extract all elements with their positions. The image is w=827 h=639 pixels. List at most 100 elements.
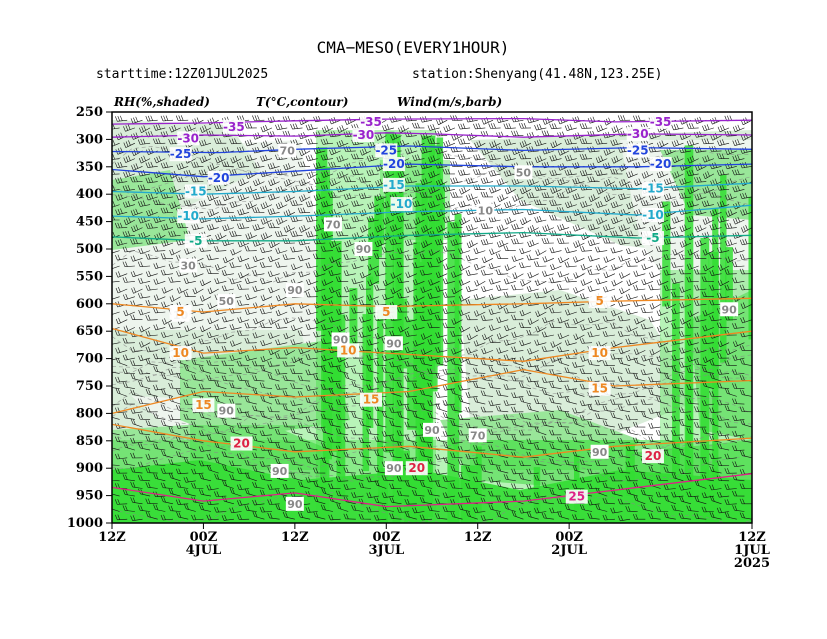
wind-barb: [732, 169, 745, 176]
wind-barb: [519, 247, 532, 255]
wind-barb: [381, 246, 394, 253]
y-tick-label: 650: [76, 324, 103, 339]
wind-barb: [404, 360, 417, 367]
wind-barb: [275, 261, 288, 268]
wind-barb: [519, 339, 532, 347]
wind-barb: [160, 482, 174, 489]
wind-barb: [267, 437, 280, 443]
wind-barb: [457, 338, 471, 345]
wind-barb: [724, 388, 737, 397]
temp-label-box: [375, 143, 398, 158]
wind-barb: [663, 331, 676, 338]
wind-barb: [161, 287, 174, 294]
wind-barb: [534, 155, 547, 163]
wind-barb: [587, 316, 600, 324]
wind-barb: [542, 178, 555, 186]
wind-barb: [389, 420, 402, 428]
wind-barb: [290, 339, 303, 345]
wind-barb: [145, 115, 158, 122]
wind-barb: [679, 449, 692, 459]
temperature-contour-label: -35: [650, 115, 672, 129]
wind-barb: [259, 474, 273, 482]
wind-barb: [716, 460, 730, 466]
wind-barb: [702, 217, 715, 225]
wind-barb: [686, 200, 699, 208]
temp-legend-label: T(°C,contour): [256, 95, 348, 109]
wind-barb: [671, 504, 684, 512]
wind-barb: [206, 223, 219, 231]
wind-barb: [434, 314, 448, 321]
wind-barb: [206, 268, 219, 274]
wind-barb: [419, 191, 433, 198]
wind-barb: [138, 216, 151, 224]
wind-barb: [381, 323, 394, 329]
wind-barb: [215, 155, 227, 164]
wind-barb: [610, 168, 623, 175]
wind-barb: [541, 377, 554, 383]
wind-barb: [112, 214, 120, 221]
wind-barb: [244, 459, 257, 466]
wind-barb: [602, 437, 615, 444]
wind-barb: [146, 208, 158, 217]
wind-barb: [488, 476, 501, 483]
wind-barb: [641, 155, 654, 163]
wind-barb: [214, 353, 227, 359]
wind-barb: [436, 256, 448, 264]
wind-barb: [122, 412, 135, 420]
wind-barb: [267, 332, 280, 339]
wind-barb: [489, 248, 501, 255]
y-tick-label: 750: [76, 379, 103, 394]
temp-label-box: [352, 128, 375, 143]
wind-barb: [290, 383, 303, 389]
wind-barb: [701, 200, 714, 207]
wind-barb: [549, 382, 562, 389]
wind-barb: [480, 390, 494, 397]
wind-barb: [573, 240, 585, 248]
wind-barb: [518, 199, 532, 206]
wind-barb: [717, 139, 730, 146]
wind-barb: [297, 407, 311, 414]
wind-barb: [740, 208, 752, 216]
wind-barb: [168, 441, 181, 451]
wind-barb: [351, 429, 364, 436]
wind-barb: [488, 445, 501, 451]
wind-barb: [191, 316, 204, 323]
wind-barb: [580, 279, 593, 286]
wind-barb: [427, 201, 440, 209]
wind-barb: [145, 314, 158, 321]
wind-barb: [145, 420, 158, 428]
wind-barb: [329, 147, 341, 156]
wind-barb: [618, 300, 631, 307]
wind-barb: [465, 453, 478, 460]
wind-barb: [611, 155, 623, 164]
wind-barb: [617, 423, 631, 429]
wind-barb: [404, 453, 417, 459]
wind-barb: [275, 123, 288, 131]
wind-barb: [161, 388, 174, 397]
wind-barb: [306, 340, 318, 348]
wind-barb: [404, 346, 417, 353]
wind-barb: [153, 170, 166, 178]
wind-barb: [480, 483, 494, 490]
temperature-contour-label: 10: [340, 343, 357, 357]
wind-barb: [671, 491, 684, 498]
wind-barb: [541, 468, 554, 475]
wind-barb: [168, 276, 181, 283]
wind-barb: [374, 284, 387, 291]
wind-barb: [694, 176, 707, 183]
wind-barb: [435, 403, 448, 413]
wind-barb: [252, 132, 265, 140]
wind-barb: [435, 513, 448, 520]
wind-barb: [130, 515, 143, 521]
wind-barb: [351, 169, 364, 176]
wind-barb: [564, 411, 577, 420]
wind-barb: [328, 361, 341, 368]
wind-barb: [695, 224, 707, 233]
wind-barb: [535, 279, 547, 286]
wind-barb: [617, 467, 631, 474]
wind-barb: [145, 482, 158, 489]
wind-barb: [580, 232, 593, 240]
wind-barb: [115, 271, 128, 278]
wind-barb: [473, 445, 486, 451]
wind-barb: [473, 247, 486, 254]
